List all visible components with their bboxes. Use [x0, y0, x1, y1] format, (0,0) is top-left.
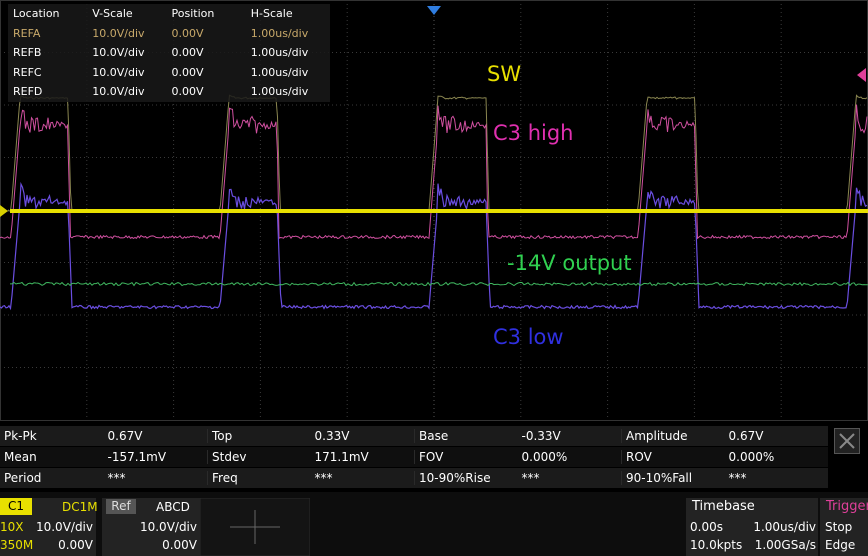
measurement-row: Period *** Freq *** 10-90%Rise *** 90-10%Fall *…: [0, 468, 828, 489]
measurement-label: Stdev: [207, 450, 311, 464]
trigger-type: Edge: [825, 538, 856, 552]
status-bar: C1 DC1M 10X 10.0V/div 350M 0.00V Ref ABC…: [0, 492, 868, 556]
trace-label: C3 high: [493, 121, 574, 145]
timebase-scale: 1.00us/div: [753, 520, 816, 534]
header-cell: Location: [13, 7, 60, 21]
measurement-value: ***: [107, 471, 126, 485]
measurement-label: Amplitude: [621, 429, 725, 443]
measurement-value: -157.1mV: [107, 450, 167, 464]
reference-table: Location V-Scale Position H-Scale REFA 10…: [8, 4, 330, 102]
measurement-label: Mean: [4, 450, 37, 464]
measurement-value: 0.67V: [728, 429, 764, 443]
ref-name: Ref: [106, 499, 136, 514]
ref-cell: 1.00us/div: [250, 46, 309, 60]
trigger-position-marker: [427, 6, 441, 15]
measurement-label: Base: [414, 429, 518, 443]
trace-c3-high: [0, 104, 868, 240]
measurement-value: 0.33V: [314, 429, 350, 443]
ref-row: REFD 10.0V/div 0.00V 1.00us/div: [8, 82, 330, 102]
ref-cell: 10.0V/div: [92, 26, 145, 40]
ref-cell: 1.00us/div: [250, 85, 309, 99]
ref-cell: 10.0V/div: [92, 65, 145, 79]
channel-coupling: DC1M: [62, 500, 98, 514]
ref-cell: 1.00us/div: [250, 26, 309, 40]
ref-channels: ABCD: [156, 500, 190, 514]
measurement-label: 10-90%Rise: [414, 471, 518, 485]
ref-header: Location V-Scale Position H-Scale: [8, 4, 330, 24]
ref-cell: 10.0V/div: [92, 85, 145, 99]
timebase-points: 10.0kpts: [690, 538, 743, 552]
ref-scale: 10.0V/div: [139, 520, 197, 534]
measurement-label: 90-10%Fall: [621, 471, 725, 485]
measurement-label: ROV: [621, 450, 725, 464]
measurement-value: ***: [521, 471, 540, 485]
ref-cell: 0.00V: [171, 46, 204, 60]
trigger-level-marker: [857, 68, 866, 82]
ref-cell: 1.00us/div: [250, 65, 309, 79]
channel-probe: 10X: [0, 520, 24, 534]
trace-label: C3 low: [493, 325, 564, 349]
trace-label: -14V output: [507, 251, 632, 275]
add-channel-button[interactable]: [200, 498, 310, 556]
ref-box[interactable]: Ref ABCD 10.0V/div 0.00V: [102, 498, 200, 556]
trigger-title: Trigger: [826, 499, 868, 514]
measurement-panel: Pk-Pk 0.67V Top 0.33V Base -0.33V Amplitude 0.6…: [0, 426, 828, 489]
trigger-state: Stop: [825, 520, 853, 534]
trace-label: SW: [487, 62, 522, 86]
close-measurements-button[interactable]: [834, 428, 860, 454]
trace-c3-low: [0, 181, 868, 311]
measurement-label: Pk-Pk: [4, 429, 37, 443]
ref-row: REFA 10.0V/div 0.00V 1.00us/div: [8, 24, 330, 44]
ref-cell: REFB: [13, 46, 42, 60]
ref-row: REFC 10.0V/div 0.00V 1.00us/div: [8, 63, 330, 83]
ref-cell: 0.00V: [171, 26, 204, 40]
timebase-title: Timebase: [692, 499, 755, 514]
timebase-box[interactable]: Timebase 0.00s 1.00us/div 10.0kpts 1.00G…: [686, 498, 818, 556]
trigger-box[interactable]: Trigger Stop Edge: [820, 498, 868, 556]
measurement-value: -0.33V: [521, 429, 561, 443]
measurement-value: 0.67V: [107, 429, 143, 443]
ref-offset: 0.00V: [162, 538, 197, 552]
measurement-value: 0.000%: [728, 450, 775, 464]
measurement-label: Top: [207, 429, 311, 443]
measurement-value: ***: [728, 471, 747, 485]
measurement-value: 0.000%: [521, 450, 568, 464]
channel-offset: 0.00V: [58, 538, 93, 552]
ref-cell: REFD: [13, 85, 43, 99]
channel-scale: 10.0V/div: [35, 520, 93, 534]
trace-output: [10, 281, 868, 287]
channel-box[interactable]: C1 DC1M 10X 10.0V/div 350M 0.00V: [0, 498, 98, 556]
header-cell: H-Scale: [250, 7, 293, 21]
ref-cell: REFC: [13, 65, 42, 79]
measurement-value: ***: [314, 471, 333, 485]
channel-name: C1: [0, 498, 32, 515]
ref-row: REFB 10.0V/div 0.00V 1.00us/div: [8, 43, 330, 63]
ref-cell: 10.0V/div: [92, 46, 145, 60]
measurement-label: Period: [4, 471, 42, 485]
channel-bandwidth: 350M: [0, 538, 34, 552]
timebase-rate: 1.00GSa/s: [754, 538, 816, 552]
measurement-row: Pk-Pk 0.67V Top 0.33V Base -0.33V Amplitude 0.6…: [0, 426, 828, 447]
measurement-value: 171.1mV: [314, 450, 369, 464]
ref-cell: REFA: [13, 26, 41, 40]
timebase-delay: 0.00s: [690, 520, 723, 534]
ref-cell: 0.00V: [171, 85, 204, 99]
header-cell: V-Scale: [92, 7, 133, 21]
measurement-label: FOV: [414, 450, 518, 464]
measurement-label: Freq: [207, 471, 311, 485]
ref-cell: 0.00V: [171, 65, 204, 79]
header-cell: Position: [171, 7, 215, 21]
channel-offset-marker: [0, 205, 8, 217]
measurement-row: Mean -157.1mV Stdev 171.1mV FOV 0.000% ROV 0.00…: [0, 447, 828, 468]
